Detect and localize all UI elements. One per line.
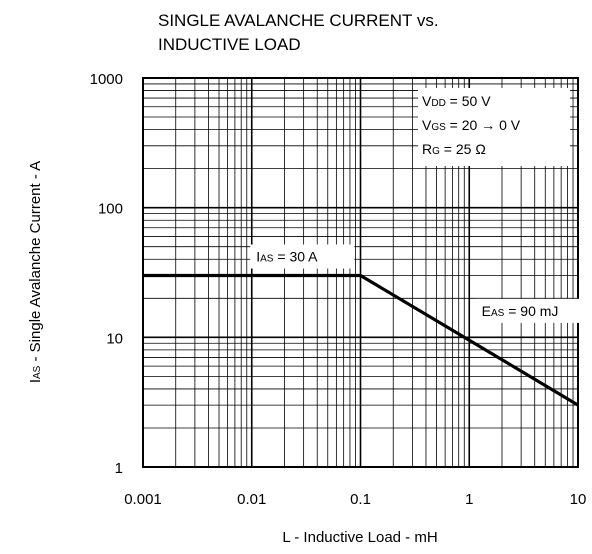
annotation-box xyxy=(475,298,580,323)
conditions-box xyxy=(418,88,570,166)
series-line-1 xyxy=(143,273,579,407)
plot-axes xyxy=(142,77,579,468)
x-tick-label: 0.001 xyxy=(124,491,162,508)
chart-title-line-1: SINGLE AVALANCHE CURRENT vs. xyxy=(158,11,439,30)
x-tick-label: 10 xyxy=(570,491,587,508)
condition-line: VDD = 50 V xyxy=(422,93,491,109)
chart-title-line-2: INDUCTIVE LOAD xyxy=(158,35,301,54)
condition-line: RG = 25 Ω xyxy=(422,141,486,157)
x-tick-label: 1 xyxy=(465,491,473,508)
x-tick-label: 0.1 xyxy=(350,491,371,508)
y-tick-label: 1000 xyxy=(90,71,123,88)
y-tick-label: 100 xyxy=(98,201,123,218)
x-tick-label: 0.01 xyxy=(237,491,266,508)
tick-labels: 0.001 0.01 0.1 1 10 1 10 100 1000 xyxy=(90,71,587,508)
annotation-boxes: VDD = 50 V VGS = 20 → 0 V RG = 25 Ω IAS = 3… xyxy=(250,88,580,323)
plot-series xyxy=(143,273,579,407)
plot-grid xyxy=(142,78,578,468)
condition-line: VGS = 20 → 0 V xyxy=(422,117,521,133)
y-tick-label: 10 xyxy=(106,330,123,347)
annotation-box xyxy=(250,244,355,269)
annotation-label: IAS = 30 A xyxy=(256,249,318,265)
y-tick-label: 1 xyxy=(115,460,123,477)
annotation-label: EAS = 90 mJ xyxy=(482,303,559,319)
x-axis-label: L - Inductive Load - mH xyxy=(282,529,437,546)
plot-frame xyxy=(142,77,579,468)
y-axis-label: IAS - Single Avalanche Current - A xyxy=(27,161,44,383)
